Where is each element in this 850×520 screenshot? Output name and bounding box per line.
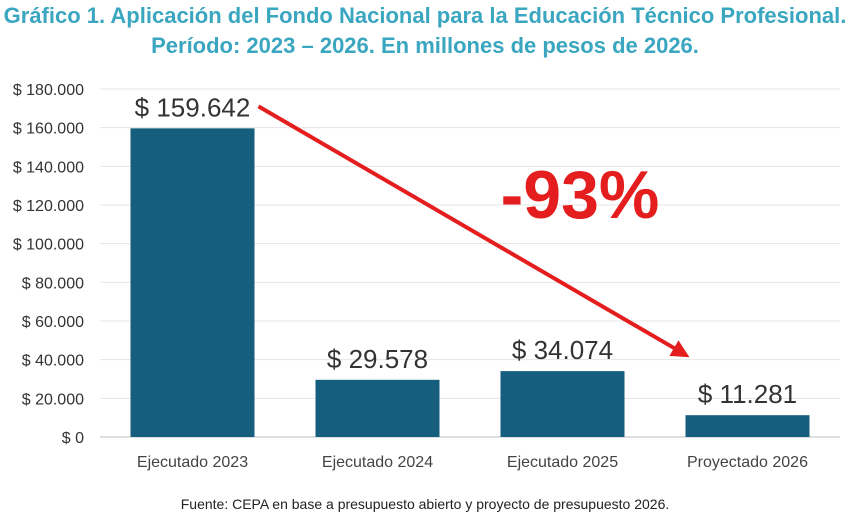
- y-tick-label: $ 160.000: [13, 121, 84, 138]
- source-note: Fuente: CEPA en base a presupuesto abier…: [180, 496, 670, 512]
- x-tick-label: Ejecutado 2025: [507, 454, 618, 471]
- decline-arrow-line: [257, 104, 681, 353]
- y-tick-label: $ 80.000: [22, 275, 84, 292]
- data-label: $ 11.281: [698, 379, 797, 409]
- bar: [315, 379, 440, 437]
- y-tick-label: $ 120.000: [13, 198, 84, 215]
- y-tick-label: $ 140.000: [13, 159, 84, 176]
- y-tick-label: $ 0: [62, 430, 84, 447]
- bar: [130, 128, 255, 437]
- y-tick-label: $ 180.000: [13, 82, 84, 99]
- x-tick-label: Ejecutado 2024: [322, 454, 433, 471]
- x-tick-label: Proyectado 2026: [687, 454, 808, 471]
- data-label: $ 29.578: [327, 344, 428, 374]
- bar: [500, 371, 625, 437]
- chart-subtitle: Período: 2023 – 2026. En millones de pes…: [151, 33, 699, 58]
- arrow-head-icon: [669, 340, 690, 358]
- change-annotation: -93%: [501, 157, 660, 233]
- y-tick-label: $ 20.000: [22, 391, 84, 408]
- y-tick-label: $ 100.000: [13, 237, 84, 254]
- y-tick-label: $ 60.000: [22, 314, 84, 331]
- y-tick-label: $ 40.000: [22, 353, 84, 370]
- data-label: $ 159.642: [135, 92, 251, 122]
- data-label: $ 34.074: [512, 335, 613, 365]
- bar: [685, 415, 810, 437]
- chart-title: Gráfico 1. Aplicación del Fondo Nacional…: [3, 3, 847, 28]
- x-tick-label: Ejecutado 2023: [137, 454, 248, 471]
